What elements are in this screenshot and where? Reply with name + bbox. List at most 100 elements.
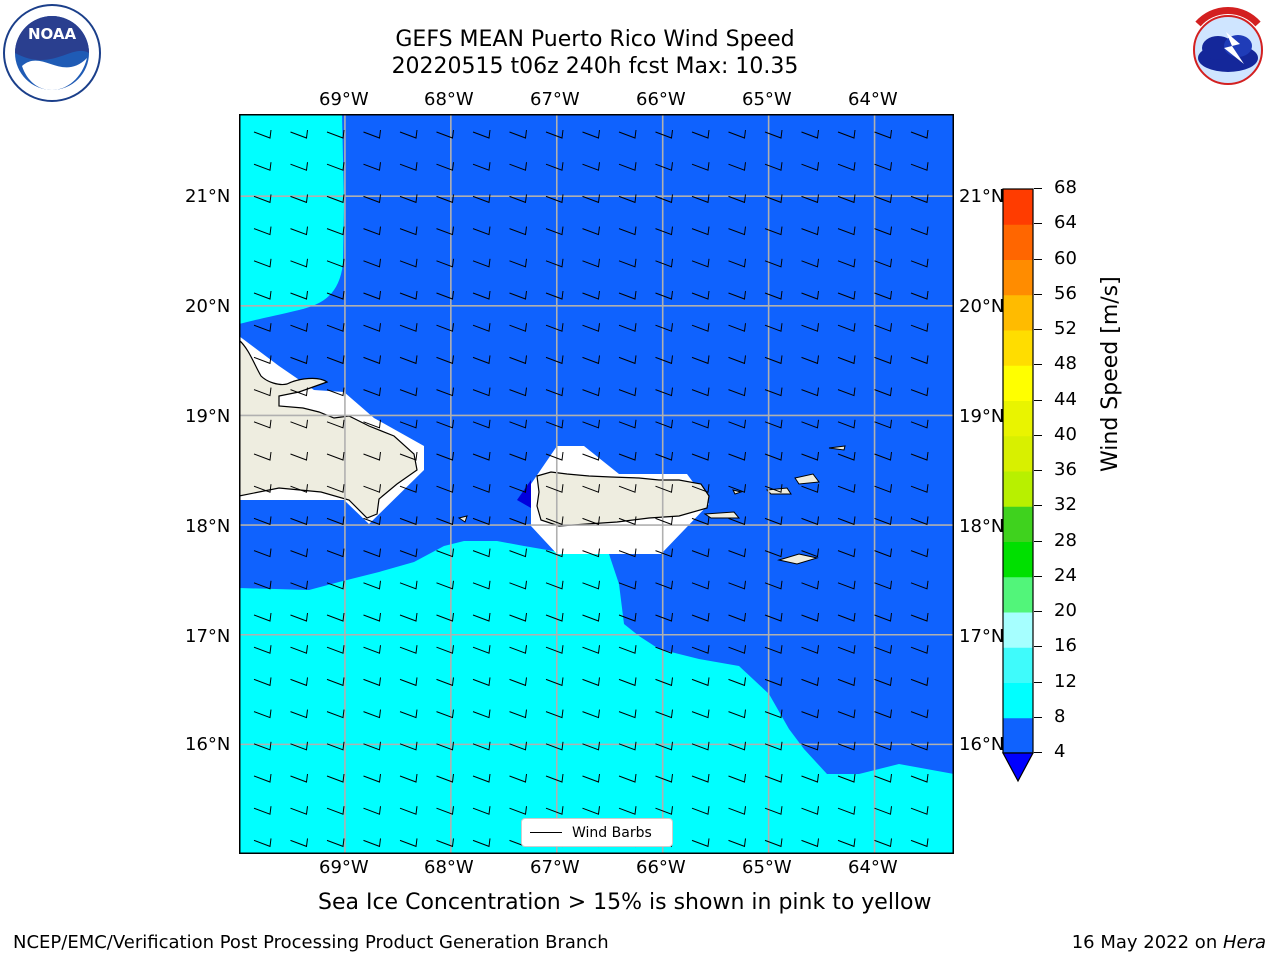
lat-tick-left: 20°N xyxy=(185,296,231,317)
wind-barb xyxy=(874,258,892,268)
wind-barb xyxy=(764,773,783,783)
wind-barb xyxy=(253,709,272,719)
wind-barb xyxy=(837,677,856,687)
wind-barb xyxy=(509,773,527,783)
wind-barb xyxy=(618,419,637,429)
wind-barb xyxy=(326,129,345,139)
wind-barb xyxy=(691,194,710,204)
wind-barb xyxy=(326,741,345,751)
wind-barb xyxy=(582,645,600,654)
wind-barb xyxy=(874,580,892,590)
colorbar-band xyxy=(1003,471,1033,507)
wind-barb xyxy=(545,129,564,139)
wind-barbs xyxy=(253,129,929,848)
wind-barb xyxy=(874,226,892,236)
wind-barb xyxy=(801,806,819,815)
lon-tick-top: 67°W xyxy=(530,89,580,110)
wind-barb xyxy=(399,129,418,139)
wind-barb-legend-swatch xyxy=(530,832,562,833)
lon-tick-bottom: 68°W xyxy=(424,857,474,878)
wind-barb xyxy=(399,290,418,300)
wind-barb xyxy=(874,387,892,397)
colorbar-band xyxy=(1003,506,1033,542)
wind-barb xyxy=(618,451,637,461)
land-mona xyxy=(457,515,468,523)
wind-barb xyxy=(655,290,673,300)
wind-barb xyxy=(764,355,783,365)
wind-barb xyxy=(326,194,345,204)
lat-tick-left: 17°N xyxy=(185,626,231,647)
lon-tick-bottom: 67°W xyxy=(530,857,580,878)
wind-barb xyxy=(582,419,600,429)
wind-barb xyxy=(253,162,272,171)
wind-barb xyxy=(655,773,673,783)
colorbar-tick xyxy=(1034,470,1042,471)
wind-barb xyxy=(764,129,783,139)
wind-barb xyxy=(253,451,272,461)
wind-barb xyxy=(472,580,491,590)
wind-barb xyxy=(691,612,710,622)
lon-tick-top: 66°W xyxy=(636,89,686,110)
wind-barb xyxy=(691,258,710,268)
wind-barb xyxy=(363,773,381,783)
wind-barb xyxy=(326,516,345,526)
wind-barb xyxy=(764,226,783,236)
wind-barb xyxy=(655,580,673,590)
wind-barb xyxy=(837,484,856,493)
wind-barb xyxy=(326,258,345,268)
wind-barb xyxy=(691,838,710,848)
wind-barb xyxy=(472,355,491,365)
lat-tick-left: 18°N xyxy=(185,516,231,537)
colorbar-tick xyxy=(1034,434,1042,436)
wind-barb xyxy=(618,741,637,751)
wind-barb xyxy=(618,290,637,300)
wind-barb xyxy=(436,838,454,848)
wind-barb xyxy=(253,806,272,815)
wind-barb xyxy=(728,258,746,268)
wind-barb xyxy=(399,677,418,687)
wind-barb xyxy=(801,129,819,139)
wind-barb xyxy=(436,677,454,687)
wind-barb xyxy=(253,580,272,590)
wind-barb xyxy=(655,226,673,236)
wind-barb xyxy=(290,612,308,622)
colorbar-band xyxy=(1003,365,1033,401)
land-st-croix xyxy=(777,553,819,565)
wind-barb xyxy=(399,580,418,590)
wind-barb xyxy=(874,516,892,526)
wind-barb xyxy=(691,709,710,719)
wind-barb xyxy=(874,484,892,493)
wind-barb xyxy=(436,162,454,171)
wind-barb xyxy=(399,194,418,204)
wind-barb xyxy=(509,484,527,493)
wind-barb xyxy=(728,806,746,815)
wind-barb xyxy=(728,709,746,719)
lon-tick-top: 65°W xyxy=(742,89,792,110)
wind-barb xyxy=(545,741,564,751)
lat-tick-left: 19°N xyxy=(185,406,231,427)
wind-barb xyxy=(764,194,783,204)
wind-barb xyxy=(728,645,746,654)
wind-barb xyxy=(874,612,892,622)
wind-barb xyxy=(582,516,600,526)
wind-barb xyxy=(545,548,564,558)
wind-barb xyxy=(436,612,454,622)
wind-barb xyxy=(582,741,600,751)
wind-barb xyxy=(363,677,381,687)
wind-barb xyxy=(509,806,527,815)
wind-barb xyxy=(874,806,892,815)
colorbar-tick-label: 24 xyxy=(1054,564,1077,586)
wind-barb xyxy=(874,194,892,204)
wind-barb xyxy=(691,290,710,300)
wind-barb xyxy=(363,226,381,236)
wind-barb xyxy=(801,580,819,590)
wind-barb xyxy=(728,387,746,397)
wind-barb xyxy=(618,580,637,590)
wind-barb xyxy=(728,323,746,332)
colorbar-tick-label: 16 xyxy=(1054,635,1077,657)
wind-barb xyxy=(728,580,746,590)
wind-barb xyxy=(837,194,856,204)
wind-barb xyxy=(436,129,454,139)
wind-barb xyxy=(837,741,856,751)
wind-barb xyxy=(691,806,710,815)
